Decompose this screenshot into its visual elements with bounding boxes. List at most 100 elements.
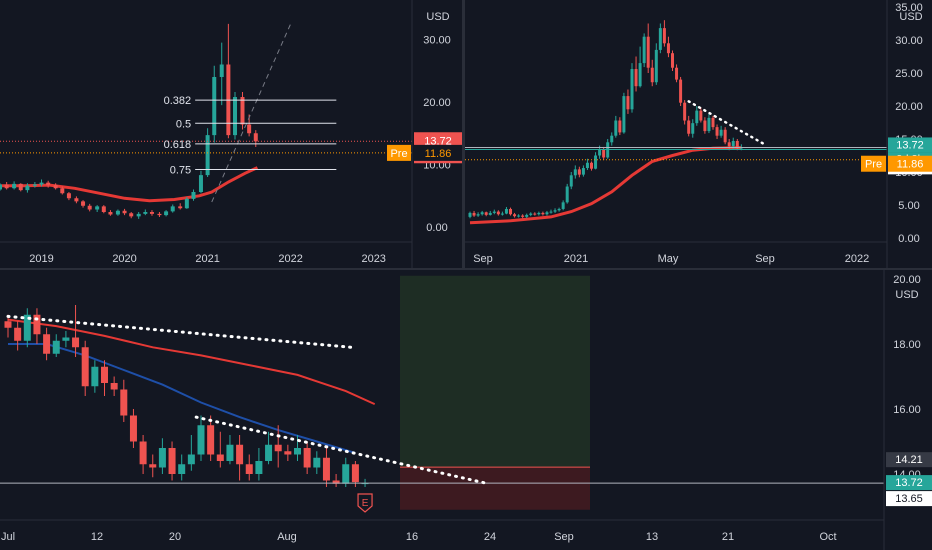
candle-up — [585, 162, 589, 169]
candle-up — [731, 140, 735, 147]
x-tick-label: 2020 — [112, 253, 136, 265]
last-price-tag-bg — [886, 475, 932, 491]
candle-up — [500, 213, 504, 215]
candle-down — [715, 127, 719, 136]
candle-up — [488, 212, 492, 215]
candle-down — [699, 110, 703, 121]
candle-down — [122, 210, 127, 214]
daily-chart-pane[interactable]: USD 0.005.0010.0015.0020.0025.0030.0035.… — [465, 0, 932, 268]
candle-up — [545, 212, 549, 215]
long-term-chart-pane[interactable]: USD 0.382 0.5 0.618 0.75 0.00 10.00 20.00 30.00… — [0, 0, 462, 268]
candle-up — [719, 129, 723, 136]
x-tick-label: 16 — [406, 531, 418, 543]
x-tick-label: 2019 — [29, 253, 53, 265]
profit-target-zone[interactable] — [400, 275, 590, 468]
candle-up — [115, 210, 120, 215]
moving-average-blue — [8, 343, 356, 454]
candle-up — [642, 36, 646, 64]
pane-divider-vertical[interactable] — [462, 0, 465, 268]
last-price-tag: 13.72 — [895, 477, 923, 489]
candle-up — [158, 448, 166, 468]
candle-down — [727, 142, 731, 147]
candle-up — [610, 135, 614, 143]
y-tick-label: 30.00 — [895, 35, 923, 47]
candle-up — [191, 192, 196, 199]
candle-up — [565, 186, 569, 203]
candle-down — [303, 448, 311, 468]
premarket-price-tag: 11.86 — [897, 159, 924, 171]
candle-down — [46, 182, 51, 186]
candle-down — [4, 321, 12, 328]
pane-divider-horizontal[interactable] — [0, 268, 932, 270]
x-tick-label: Sep — [554, 531, 574, 543]
y-tick-label: 16.00 — [893, 404, 921, 416]
candle-down — [101, 366, 108, 383]
y-tick-label: 25.00 — [895, 68, 923, 80]
candle-down — [240, 97, 245, 125]
y-tick-label: 5.00 — [898, 200, 919, 212]
candle-down — [513, 214, 517, 217]
candle-down — [157, 213, 162, 216]
candle-up — [91, 366, 99, 387]
candle-up — [170, 206, 175, 212]
candle-up — [654, 49, 658, 83]
daily-candlestick-chart[interactable]: USD 0.005.0010.0015.0020.0025.0030.0035.… — [465, 0, 932, 268]
candle-down — [253, 133, 258, 142]
candle-down — [332, 480, 340, 484]
candle-down — [247, 124, 252, 134]
candle-down — [671, 53, 674, 68]
candle-up — [219, 64, 224, 77]
candle-down — [274, 444, 282, 452]
candle-up — [561, 202, 565, 209]
candle-down — [245, 464, 253, 474]
y-tick-label: 20.00 — [423, 97, 451, 109]
candle-down — [666, 43, 670, 54]
y-tick-label: 0.00 — [426, 222, 447, 234]
x-tick-label: 24 — [484, 531, 496, 543]
premarket-price-tag: 11.86 — [425, 148, 452, 160]
x-tick-label: 2023 — [361, 253, 385, 265]
candle-up — [569, 175, 573, 187]
candle-down — [216, 454, 224, 461]
candle-down — [634, 69, 638, 87]
currency-label: USD — [899, 11, 922, 23]
candle-down — [646, 36, 650, 68]
candle-down — [687, 120, 691, 134]
candle-down — [322, 457, 330, 481]
candle-down — [618, 120, 622, 133]
candle-down — [178, 206, 183, 209]
candle-down — [60, 188, 65, 194]
candle-up — [598, 149, 602, 156]
candle-up — [62, 337, 70, 341]
candle-down — [679, 79, 683, 103]
candle-down — [14, 327, 22, 341]
candle-down — [675, 67, 679, 80]
candle-up — [573, 169, 577, 176]
dotted-lower-trendline[interactable] — [194, 415, 488, 485]
candle-up — [594, 155, 598, 169]
x-tick-label: 21 — [722, 531, 734, 543]
long-term-candlestick-chart[interactable]: USD 0.3820.50.6180.750.0010.0020.0030.00… — [0, 0, 462, 268]
premarket-price-tag-bg — [414, 144, 462, 161]
x-tick-label: Jul — [1, 531, 15, 543]
candle-up — [553, 210, 557, 212]
candle-down — [101, 206, 106, 212]
stop-loss-zone[interactable] — [400, 467, 590, 510]
candle-up — [294, 448, 301, 455]
candle-up — [187, 454, 195, 465]
moving-average-red — [7, 318, 376, 406]
premarket-price-tag-bg — [888, 155, 932, 172]
dotted-resistance-trendline[interactable] — [687, 100, 767, 147]
candle-down — [351, 464, 359, 483]
candle-down — [496, 211, 500, 215]
candle-down — [683, 102, 687, 121]
last-price-tag: 13.72 — [424, 135, 452, 147]
candle-up — [581, 168, 585, 175]
intraday-chart-pane[interactable]: USD E 14.00 16.00 18.00 20.00 Jul 12 20 Aug 16 24 S… — [0, 270, 932, 550]
dotted-upper-trendline[interactable] — [6, 314, 353, 349]
candle-down — [509, 208, 512, 215]
earnings-marker-icon[interactable] — [357, 493, 373, 513]
candle-up — [614, 120, 618, 136]
fibonacci-trend-line[interactable] — [211, 23, 292, 203]
